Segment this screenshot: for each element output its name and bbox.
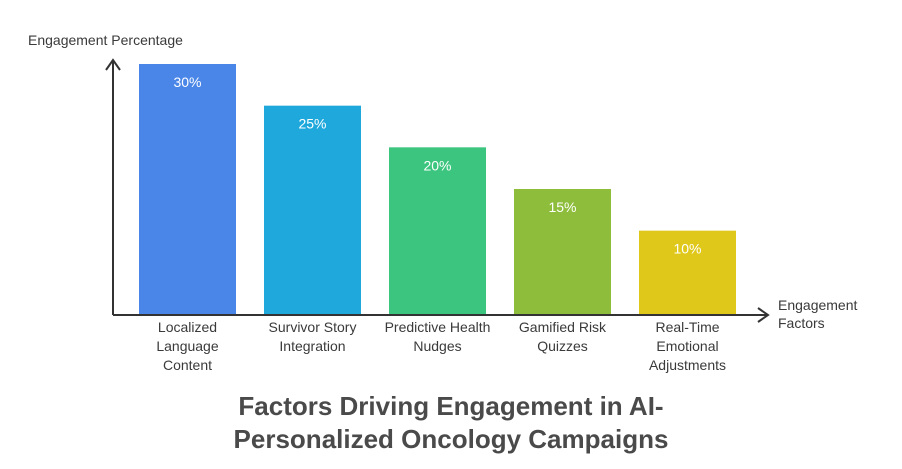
category-label-line: Emotional [656, 338, 718, 354]
bars-group: 30% 25% 20% 15% 10% [139, 64, 736, 315]
bar [639, 230, 736, 314]
category-label-line: Language [156, 338, 219, 354]
category-label-line: Localized [158, 319, 217, 335]
y-axis-arrow [105, 58, 121, 71]
bar [514, 189, 611, 314]
category-label: Survivor Story Integration [269, 319, 357, 354]
category-label-line: Adjustments [649, 357, 726, 373]
category-label-line: Predictive Health [385, 319, 491, 335]
bar [139, 64, 236, 314]
bar-value-label: 25% [298, 116, 326, 132]
category-label: Localized Language Content [156, 319, 219, 373]
bar [264, 105, 361, 315]
category-label-line: Real-Time [655, 319, 719, 335]
category-label-line: Gamified Risk [519, 319, 607, 335]
bar-value-label: 20% [423, 157, 451, 173]
category-label: Predictive Health Nudges [385, 319, 491, 354]
category-label: Gamified Risk Quizzes [519, 319, 607, 354]
bar [389, 147, 486, 314]
category-label-line: Survivor Story [269, 319, 357, 335]
bar-chart: 30% 25% 20% 15% 10% Engagement Percentage En… [28, 32, 861, 373]
x-axis-title-line: Factors [778, 315, 825, 331]
category-label-line: Integration [279, 338, 345, 354]
bar-value-label: 30% [173, 74, 201, 90]
y-axis-title: Engagement Percentage [28, 32, 183, 48]
chart-title-line: Personalized Oncology Campaigns [233, 424, 669, 454]
category-label-line: Nudges [413, 338, 461, 354]
x-axis-title-line: Engagement [778, 297, 858, 313]
category-label-line: Content [163, 357, 212, 373]
axes-group [105, 58, 770, 323]
category-label: Real-Time Emotional Adjustments [649, 319, 726, 373]
bar-value-label: 15% [548, 199, 576, 215]
x-axis-title: Engagement Factors [778, 297, 861, 331]
chart-title-line: Factors Driving Engagement in AI- [238, 391, 664, 421]
bar-value-label: 10% [673, 241, 701, 257]
category-labels-group: Localized Language Content Survivor Story In… [156, 319, 726, 373]
category-label-line: Quizzes [537, 338, 588, 354]
chart-title: Factors Driving Engagement in AI- Person… [0, 390, 902, 456]
x-axis-arrow [757, 307, 770, 323]
